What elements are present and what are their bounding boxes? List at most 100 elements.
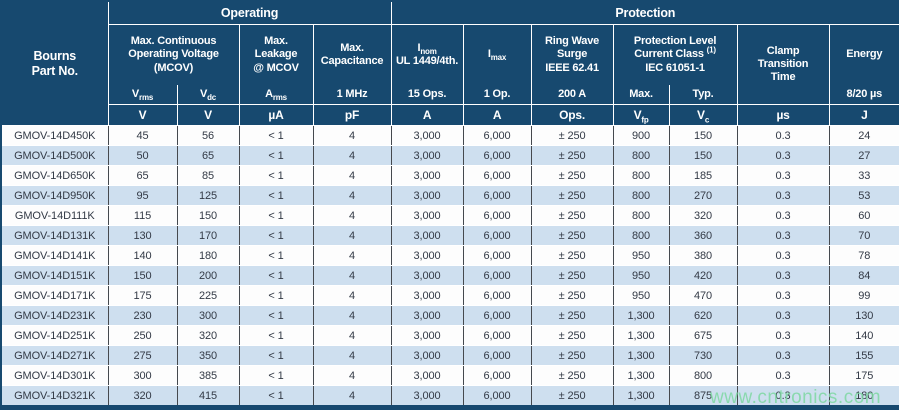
value-cell-inom: 3,000 bbox=[390, 205, 464, 226]
value-cell-vdc: 385 bbox=[176, 365, 240, 386]
value-cell-energy: 140 bbox=[828, 325, 899, 346]
part-number-cell: GMOV-14D301K bbox=[0, 365, 109, 386]
value-cell-clamp: 0.3 bbox=[736, 285, 830, 306]
spec-15ops: 15 Ops. bbox=[390, 85, 464, 105]
unit-vfp: Vfp bbox=[612, 104, 670, 126]
table-row: GMOV-14D111K 115 150 < 1 4 3,000 6,000 ± 250 800… bbox=[0, 205, 899, 226]
part-number-cell: GMOV-14D231K bbox=[0, 305, 109, 326]
value-cell-vrms: 275 bbox=[107, 345, 178, 366]
units-header-row: V V µA pF A A Ops. Vfp Vc µs J bbox=[1, 104, 899, 126]
table-row: GMOV-14D650K 65 85 < 1 4 3,000 6,000 ± 250 800 18… bbox=[0, 165, 899, 186]
spec-arms: Arms bbox=[238, 85, 314, 105]
value-cell-cap: 4 bbox=[312, 365, 392, 386]
value-cell-vrms: 140 bbox=[107, 245, 178, 266]
value-cell-vc: 270 bbox=[668, 185, 738, 206]
value-cell-vc: 620 bbox=[668, 305, 738, 326]
value-cell-vc: 800 bbox=[668, 365, 738, 386]
value-cell-ring: ± 250 bbox=[530, 205, 614, 226]
value-cell-ring: ± 250 bbox=[530, 185, 614, 206]
value-cell-cap: 4 bbox=[312, 245, 392, 266]
value-cell-vdc: 415 bbox=[176, 385, 240, 408]
value-cell-inom: 3,000 bbox=[390, 265, 464, 286]
table-body: GMOV-14D450K 45 56 < 1 4 3,000 6,000 ± 250 900 15… bbox=[0, 125, 899, 408]
value-cell-ring: ± 250 bbox=[530, 165, 614, 186]
value-cell-clamp: 0.3 bbox=[736, 125, 830, 146]
value-cell-cap: 4 bbox=[312, 385, 392, 408]
value-cell-inom: 3,000 bbox=[390, 285, 464, 306]
value-cell-leak: < 1 bbox=[238, 345, 314, 366]
table-row: GMOV-14D950K 95 125 < 1 4 3,000 6,000 ± 250 800 2… bbox=[0, 185, 899, 206]
value-cell-clamp: 0.3 bbox=[736, 145, 830, 166]
value-cell-inom: 3,000 bbox=[390, 345, 464, 366]
value-cell-imax: 6,000 bbox=[462, 305, 532, 326]
group-header-operating: Operating bbox=[107, 0, 392, 25]
unit-v-dc: V bbox=[176, 104, 240, 126]
spec-header-row: Vrms Vdc Arms 1 MHz 15 Ops. 1 Op. 200 A … bbox=[1, 85, 899, 105]
value-cell-energy: 155 bbox=[828, 345, 899, 366]
value-cell-vfp: 800 bbox=[612, 165, 670, 186]
spec-1op: 1 Op. bbox=[462, 85, 532, 105]
value-cell-energy: 175 bbox=[828, 365, 899, 386]
value-cell-cap: 4 bbox=[312, 165, 392, 186]
part-number-cell: GMOV-14D251K bbox=[0, 325, 109, 346]
value-cell-energy: 70 bbox=[828, 225, 899, 246]
value-cell-leak: < 1 bbox=[238, 305, 314, 326]
value-cell-vdc: 225 bbox=[176, 285, 240, 306]
value-cell-clamp: 0.3 bbox=[736, 265, 830, 286]
value-cell-ring: ± 250 bbox=[530, 225, 614, 246]
value-cell-vfp: 950 bbox=[612, 285, 670, 306]
ring-wave-title: Ring Wave Surge IEEE 62.41 bbox=[545, 35, 600, 74]
unit-j: J bbox=[828, 104, 899, 126]
part-number-cell: GMOV-14D500K bbox=[0, 145, 109, 166]
value-cell-vrms: 175 bbox=[107, 285, 178, 306]
mcov-title: Max. Continuous Operating Voltage (MCOV) bbox=[128, 35, 219, 74]
value-cell-cap: 4 bbox=[312, 185, 392, 206]
protection-level-title: Protection Level Current Class (1) IEC 6… bbox=[633, 35, 717, 74]
value-cell-vc: 470 bbox=[668, 285, 738, 306]
leakage-title: Max. Leakage @ MCOV bbox=[253, 35, 299, 74]
value-cell-energy: 78 bbox=[828, 245, 899, 266]
value-cell-ring: ± 250 bbox=[530, 265, 614, 286]
value-cell-vrms: 115 bbox=[107, 205, 178, 226]
value-cell-vfp: 800 bbox=[612, 185, 670, 206]
value-cell-vrms: 65 bbox=[107, 165, 178, 186]
part-number-cell: GMOV-14D131K bbox=[0, 225, 109, 246]
part-number-cell: GMOV-14D151K bbox=[0, 265, 109, 286]
value-cell-vfp: 800 bbox=[612, 145, 670, 166]
value-cell-ring: ± 250 bbox=[530, 385, 614, 408]
value-cell-inom: 3,000 bbox=[390, 225, 464, 246]
value-cell-inom: 3,000 bbox=[390, 385, 464, 408]
value-cell-clamp: 0.3 bbox=[736, 365, 830, 386]
table-row: GMOV-14D151K 150 200 < 1 4 3,000 6,000 ± 250 950… bbox=[0, 265, 899, 286]
value-cell-leak: < 1 bbox=[238, 325, 314, 346]
imax-title: Imax bbox=[487, 48, 507, 63]
value-cell-vc: 730 bbox=[668, 345, 738, 366]
value-cell-vc: 185 bbox=[668, 165, 738, 186]
value-cell-vrms: 320 bbox=[107, 385, 178, 408]
title-header-row: Max. Continuous Operating Voltage (MCOV)… bbox=[1, 24, 899, 105]
value-cell-inom: 3,000 bbox=[390, 365, 464, 386]
part-number-cell: GMOV-14D321K bbox=[0, 385, 109, 408]
value-cell-vfp: 1,300 bbox=[612, 305, 670, 326]
value-cell-ring: ± 250 bbox=[530, 345, 614, 366]
value-cell-cap: 4 bbox=[312, 265, 392, 286]
table-row: GMOV-14D251K 250 320 < 1 4 3,000 6,000 ± 250 1,3… bbox=[0, 325, 899, 346]
value-cell-ring: ± 250 bbox=[530, 305, 614, 326]
table-row: GMOV-14D321K 320 415 < 1 4 3,000 6,000 ± 250 1,3… bbox=[0, 385, 899, 408]
spec-1mhz: 1 MHz bbox=[312, 85, 392, 105]
unit-ua: µA bbox=[238, 104, 314, 126]
part-number-cell: GMOV-14D141K bbox=[0, 245, 109, 266]
value-cell-vdc: 170 bbox=[176, 225, 240, 246]
col-header-protection-level: Protection Level Current Class (1) IEC 6… bbox=[612, 24, 738, 86]
value-cell-leak: < 1 bbox=[238, 265, 314, 286]
value-cell-ring: ± 250 bbox=[530, 365, 614, 386]
part-number-cell: GMOV-14D650K bbox=[0, 165, 109, 186]
value-cell-inom: 3,000 bbox=[390, 245, 464, 266]
value-cell-imax: 6,000 bbox=[462, 185, 532, 206]
value-cell-clamp: 0.3 bbox=[736, 305, 830, 326]
value-cell-ring: ± 250 bbox=[530, 325, 614, 346]
value-cell-leak: < 1 bbox=[238, 145, 314, 166]
value-cell-imax: 6,000 bbox=[462, 145, 532, 166]
value-cell-vdc: 320 bbox=[176, 325, 240, 346]
value-cell-clamp: 0.3 bbox=[736, 325, 830, 346]
